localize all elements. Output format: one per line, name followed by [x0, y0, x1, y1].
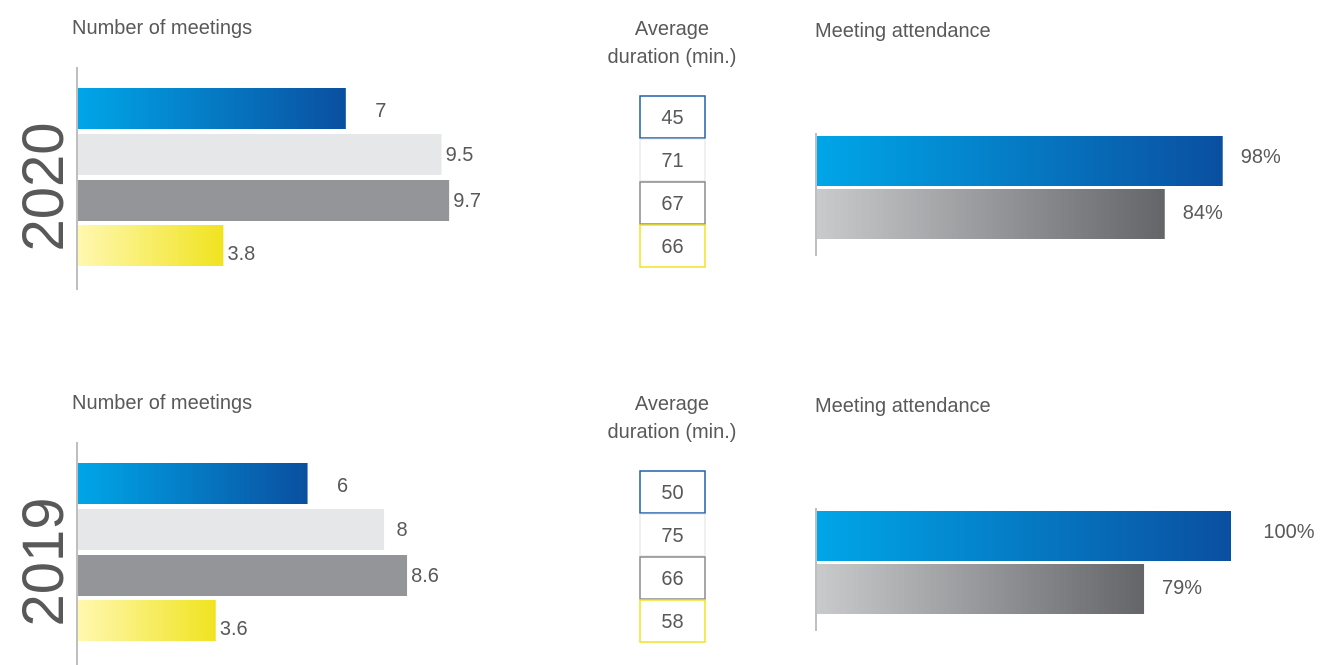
- meetings-bar-2019-1: [78, 463, 308, 504]
- duration-title-line2-2019: duration (min.): [608, 421, 737, 443]
- meetings-value-2020-1: 7: [375, 100, 386, 122]
- meetings-bar-2020-4: [78, 225, 224, 266]
- attendance-bar-2019-2: [817, 564, 1145, 614]
- meetings-bar-2019-2: [78, 509, 385, 550]
- duration-title-line1-2020: Average: [635, 18, 709, 40]
- meetings-title-2020: Number of meetings: [72, 17, 252, 39]
- duration-box-2019-2: [639, 513, 706, 557]
- meetings-value-2019-3: 8.6: [411, 565, 439, 587]
- duration-value-2019-2: 75: [661, 525, 683, 547]
- duration-title-line1-2019: Average: [635, 393, 709, 415]
- year-label-2019: 2019: [11, 497, 76, 626]
- duration-box-2019-1: [639, 470, 706, 514]
- duration-box-2020-4: [639, 224, 706, 268]
- meetings-value-2019-4: 3.6: [220, 618, 248, 640]
- year-label-2020: 2020: [11, 122, 76, 251]
- meetings-title-2019: Number of meetings: [72, 392, 252, 414]
- meetings-value-2020-2: 9.5: [446, 144, 474, 166]
- meetings-bar-2020-2: [78, 134, 442, 175]
- duration-box-2020-3: [639, 181, 706, 225]
- attendance-value-2019-1: 100%: [1263, 521, 1314, 543]
- duration-title-line2-2020: duration (min.): [608, 46, 737, 68]
- attendance-bar-2020-1: [817, 136, 1223, 186]
- meetings-bar-2020-3: [78, 180, 450, 221]
- meetings-value-2019-2: 8: [397, 519, 408, 541]
- meetings-bar-2019-4: [78, 600, 216, 641]
- duration-box-2019-4: [639, 599, 706, 643]
- duration-box-2020-2: [639, 138, 706, 182]
- attendance-value-2020-1: 98%: [1241, 146, 1281, 168]
- duration-value-2020-1: 45: [661, 107, 683, 129]
- meetings-value-2020-3: 9.7: [453, 190, 481, 212]
- duration-value-2019-3: 66: [661, 568, 683, 590]
- attendance-title-2020: Meeting attendance: [815, 20, 991, 42]
- attendance-bar-2019-1: [817, 511, 1231, 561]
- attendance-value-2019-2: 79%: [1162, 577, 1202, 599]
- attendance-title-2019: Meeting attendance: [815, 395, 991, 417]
- attendance-bar-2020-2: [817, 189, 1165, 239]
- meetings-bar-2019-3: [78, 555, 408, 596]
- meetings-bar-2020-1: [78, 88, 346, 129]
- duration-value-2020-4: 66: [661, 236, 683, 258]
- duration-box-2020-1: [639, 95, 706, 139]
- duration-value-2019-4: 58: [661, 611, 683, 633]
- attendance-value-2020-2: 84%: [1183, 202, 1223, 224]
- duration-value-2020-2: 71: [661, 150, 683, 172]
- meetings-value-2019-1: 6: [337, 475, 348, 497]
- duration-value-2019-1: 50: [661, 482, 683, 504]
- duration-value-2020-3: 67: [661, 193, 683, 215]
- duration-box-2019-3: [639, 556, 706, 600]
- meetings-value-2020-4: 3.8: [227, 243, 255, 265]
